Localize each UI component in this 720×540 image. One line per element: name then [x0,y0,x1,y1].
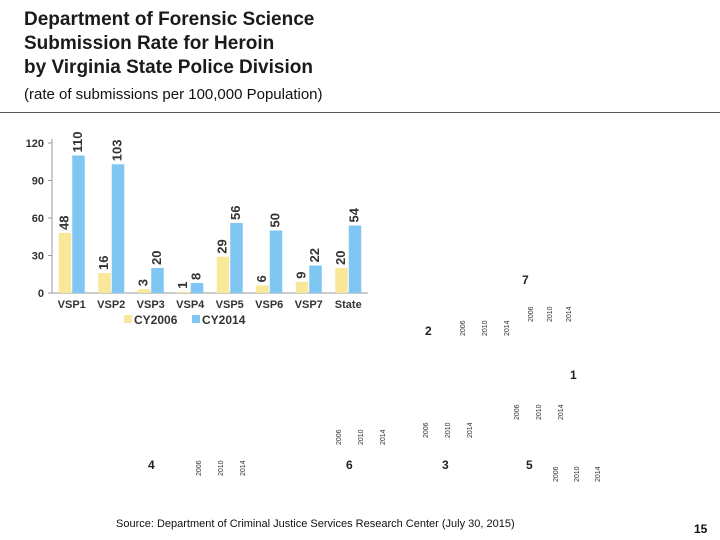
year-label: 2014 [467,422,474,438]
year-label: 2010 [218,460,225,476]
category-label: VSP1 [58,299,86,311]
year-label: 2006 [528,306,535,322]
data-label: 103 [109,140,124,162]
bar-cy2014 [111,164,125,293]
title-line-1: Department of Forensic Science [24,9,315,30]
data-label: 1 [175,282,190,289]
bar-cy2006 [98,273,111,293]
category-label: State [335,299,362,311]
header-divider [0,112,720,113]
data-label: 110 [70,132,85,153]
bar-cy2006 [256,285,269,293]
bar-cy2014 [269,230,283,293]
bar-cy2014 [348,225,362,293]
legend-swatch-cy2014 [192,315,200,323]
page-subtitle: (rate of submissions per 100,000 Populat… [24,86,323,103]
year-label: 2010 [358,429,365,445]
year-label: 2010 [547,306,554,322]
y-tick-label: 120 [26,138,44,150]
data-label: 29 [214,239,229,253]
region-marker-1: 1 [570,368,577,382]
year-label: 2010 [482,320,489,336]
bar-cy2014 [72,155,85,293]
year-label: 2014 [558,404,565,420]
data-label: 50 [267,213,282,227]
data-label: 8 [188,273,203,280]
data-label: 16 [96,256,111,270]
category-label: VSP5 [216,299,244,311]
bar-cy2006 [295,281,309,293]
year-label: 2006 [553,466,560,482]
bar-cy2006 [335,268,348,293]
data-label: 20 [333,251,348,265]
bar-cy2014 [230,223,243,293]
region-marker-7: 7 [522,273,529,287]
source-note: Source: Department of Criminal Justice S… [116,518,515,530]
bar-cy2006 [216,256,230,293]
category-label: VSP2 [97,299,125,311]
data-label: 54 [346,207,361,222]
y-tick-label: 60 [32,213,44,225]
category-label: VSP3 [137,299,165,311]
data-label: 6 [254,275,269,282]
year-label: 2014 [595,466,602,482]
year-label: 2006 [514,404,521,420]
year-label: 2006 [196,460,203,476]
title-line-3: by Virginia State Police Division [24,57,313,78]
data-label: 20 [149,251,164,265]
year-label: 2006 [460,320,467,336]
year-label: 2006 [336,429,343,445]
region-marker-4: 4 [148,458,155,472]
year-label: 2014 [504,320,511,336]
year-label: 2010 [574,466,581,482]
y-tick-label: 0 [38,288,44,300]
data-label: 22 [307,248,322,262]
page-title: Department of Forensic Science Submissio… [24,8,314,80]
data-label: 56 [228,206,243,220]
legend-label: CY2014 [202,313,246,327]
data-label: 3 [135,279,150,286]
page-number: 15 [694,522,708,536]
year-label: 2014 [380,429,387,445]
bar-cy2006 [177,291,190,293]
bar-cy2006 [137,289,151,293]
legend-label: CY2006 [134,313,178,327]
year-label: 2010 [536,404,543,420]
data-label: 9 [293,272,308,279]
year-label: 2014 [240,460,247,476]
bar-cy2006 [58,233,72,293]
region-marker-5: 5 [526,458,533,472]
region-marker-2: 2 [425,324,432,338]
bar-cy2014 [151,268,164,293]
legend-swatch-cy2006 [124,315,132,323]
y-tick-label: 90 [32,176,44,188]
category-label: VSP6 [255,299,283,311]
region-marker-3: 3 [442,458,449,472]
region-marker-6: 6 [346,458,353,472]
bar-cy2014 [190,283,204,293]
y-tick-label: 30 [32,251,44,263]
category-label: VSP7 [295,299,323,311]
year-label: 2010 [445,422,452,438]
data-label: 48 [56,216,71,230]
year-label: 2006 [423,422,430,438]
category-label: VSP4 [176,299,205,311]
bar-chart: 0 30 60 90 120 48 110 VSP1 16 103 VSP2 3 20 VSP3 1 8 VSP… [26,132,368,327]
bar-cy2014 [309,265,322,293]
title-line-2: Submission Rate for Heroin [24,33,275,54]
year-label: 2014 [566,306,573,322]
